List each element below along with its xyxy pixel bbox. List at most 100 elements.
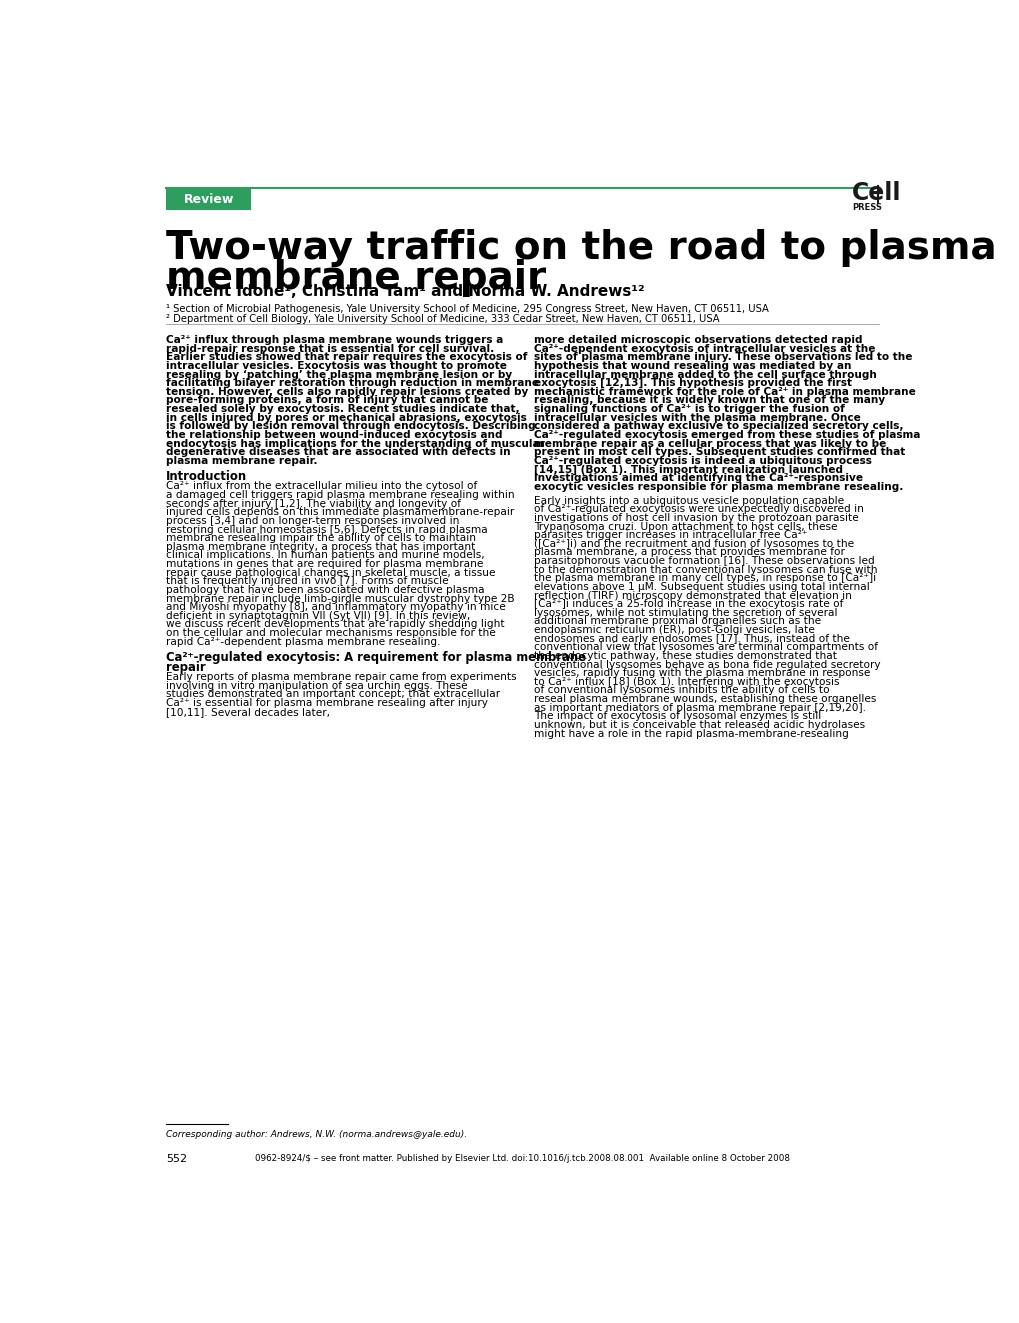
- Text: investigations aimed at identifying the Ca²⁺-responsive: investigations aimed at identifying the …: [533, 474, 862, 483]
- Text: intracellular membrane added to the cell surface through: intracellular membrane added to the cell…: [533, 369, 875, 380]
- Text: degenerative diseases that are associated with defects in: degenerative diseases that are associate…: [166, 447, 511, 458]
- Text: investigations of host cell invasion by the protozoan parasite: investigations of host cell invasion by …: [533, 513, 858, 523]
- Text: Vincent Idone¹, Christina Tam¹ and Norma W. Andrews¹²: Vincent Idone¹, Christina Tam¹ and Norma…: [166, 284, 644, 299]
- Text: vesicles, rapidly fusing with the plasma membrane in response: vesicles, rapidly fusing with the plasma…: [533, 668, 869, 679]
- Text: in cells injured by pores or mechanical abrasions, exocytosis: in cells injured by pores or mechanical …: [166, 413, 527, 423]
- Text: reseal plasma membrane wounds, establishing these organelles: reseal plasma membrane wounds, establish…: [533, 695, 875, 704]
- Text: clinical implications. In human patients and murine models,: clinical implications. In human patients…: [166, 550, 484, 561]
- Text: mutations in genes that are required for plasma membrane: mutations in genes that are required for…: [166, 560, 483, 569]
- Text: studies demonstrated an important concept; that extracellular: studies demonstrated an important concep…: [166, 689, 500, 700]
- Text: tension. However, cells also rapidly repair lesions created by: tension. However, cells also rapidly rep…: [166, 386, 528, 397]
- Text: Early reports of plasma membrane repair came from experiments: Early reports of plasma membrane repair …: [166, 672, 517, 683]
- Text: Ca²⁺ influx through plasma membrane wounds triggers a: Ca²⁺ influx through plasma membrane woun…: [166, 335, 503, 345]
- Text: pore-forming proteins, a form of injury that cannot be: pore-forming proteins, a form of injury …: [166, 396, 488, 405]
- Text: repair: repair: [166, 662, 206, 675]
- Text: facilitating bilayer restoration through reduction in membrane: facilitating bilayer restoration through…: [166, 378, 539, 388]
- Text: that is frequently injured in vivo [7]. Forms of muscle: that is frequently injured in vivo [7]. …: [166, 577, 448, 586]
- Text: the relationship between wound-induced exocytosis and: the relationship between wound-induced e…: [166, 430, 502, 441]
- Text: membrane repair: membrane repair: [166, 259, 546, 296]
- Text: parasites trigger increases in intracellular free Ca²⁺: parasites trigger increases in intracell…: [533, 531, 806, 540]
- Text: Ca²⁺-regulated exocytosis emerged from these studies of plasma: Ca²⁺-regulated exocytosis emerged from t…: [533, 430, 919, 441]
- Text: reflection (TIRF) microscopy demonstrated that elevation in: reflection (TIRF) microscopy demonstrate…: [533, 590, 851, 601]
- Text: a damaged cell triggers rapid plasma membrane resealing within: a damaged cell triggers rapid plasma mem…: [166, 490, 515, 500]
- Text: and Miyoshi myopathy [8], and inflammatory myopathy in mice: and Miyoshi myopathy [8], and inflammato…: [166, 602, 505, 613]
- Text: conventional lysosomes behave as bona fide regulated secretory: conventional lysosomes behave as bona fi…: [533, 660, 879, 669]
- Text: resealed solely by exocytosis. Recent studies indicate that,: resealed solely by exocytosis. Recent st…: [166, 404, 520, 414]
- Text: intracellular vesicles with the plasma membrane. Once: intracellular vesicles with the plasma m…: [533, 413, 860, 423]
- Text: of Ca²⁺-regulated exocytosis were unexpectedly discovered in: of Ca²⁺-regulated exocytosis were unexpe…: [533, 504, 863, 515]
- Text: to the demonstration that conventional lysosomes can fuse with: to the demonstration that conventional l…: [533, 565, 876, 574]
- Text: additional membrane proximal organelles such as the: additional membrane proximal organelles …: [533, 617, 820, 627]
- Text: hypothesis that wound resealing was mediated by an: hypothesis that wound resealing was medi…: [533, 361, 850, 370]
- Text: Earlier studies showed that repair requires the exocytosis of: Earlier studies showed that repair requi…: [166, 352, 527, 363]
- Text: exocytic vesicles responsible for plasma membrane resealing.: exocytic vesicles responsible for plasma…: [533, 482, 902, 492]
- FancyBboxPatch shape: [166, 189, 252, 210]
- Text: intracellular vesicles. Exocytosis was thought to promote: intracellular vesicles. Exocytosis was t…: [166, 361, 506, 370]
- Text: Ca²⁺ influx from the extracellular milieu into the cytosol of: Ca²⁺ influx from the extracellular milie…: [166, 482, 477, 491]
- Text: [14,15] (Box 1). This important realization launched: [14,15] (Box 1). This important realizat…: [533, 464, 842, 475]
- Text: pathology that have been associated with defective plasma: pathology that have been associated with…: [166, 585, 484, 595]
- Text: repair cause pathological changes in skeletal muscle, a tissue: repair cause pathological changes in ske…: [166, 568, 495, 578]
- Text: as important mediators of plasma membrane repair [2,19,20].: as important mediators of plasma membran…: [533, 703, 865, 713]
- Text: to Ca²⁺ influx [18] (Box 1). Interfering with the exocytosis: to Ca²⁺ influx [18] (Box 1). Interfering…: [533, 677, 839, 687]
- Text: Ca²⁺-regulated exocytosis is indeed a ubiquitous process: Ca²⁺-regulated exocytosis is indeed a ub…: [533, 456, 870, 466]
- Text: injured cells depends on this immediate plasmamembrane-repair: injured cells depends on this immediate …: [166, 507, 514, 517]
- Text: on the cellular and molecular mechanisms responsible for the: on the cellular and molecular mechanisms…: [166, 628, 495, 638]
- Text: seconds after injury [1,2]. The viability and longevity of: seconds after injury [1,2]. The viabilit…: [166, 499, 461, 508]
- Text: endoplasmic reticulum (ER), post-Golgi vesicles, late: endoplasmic reticulum (ER), post-Golgi v…: [533, 624, 814, 635]
- Text: ([Ca²⁺]i) and the recruitment and fusion of lysosomes to the: ([Ca²⁺]i) and the recruitment and fusion…: [533, 538, 853, 549]
- Text: deficient in synaptotagmin VII (Syt VII) [9]. In this review,: deficient in synaptotagmin VII (Syt VII)…: [166, 611, 470, 620]
- Text: elevations above 1 μM. Subsequent studies using total internal: elevations above 1 μM. Subsequent studie…: [533, 582, 868, 591]
- Text: process [3,4] and on longer-term responses involved in: process [3,4] and on longer-term respons…: [166, 516, 460, 525]
- Text: plasma membrane repair.: plasma membrane repair.: [166, 456, 318, 466]
- Text: ¹ Section of Microbial Pathogenesis, Yale University School of Medicine, 295 Con: ¹ Section of Microbial Pathogenesis, Yal…: [166, 303, 768, 314]
- Text: endosomes and early endosomes [17]. Thus, instead of the: endosomes and early endosomes [17]. Thus…: [533, 634, 849, 644]
- Text: Review: Review: [183, 193, 233, 206]
- Text: The impact of exocytosis of lysosomal enzymes is still: The impact of exocytosis of lysosomal en…: [533, 712, 820, 721]
- Text: rapid Ca²⁺-dependent plasma membrane resealing.: rapid Ca²⁺-dependent plasma membrane res…: [166, 636, 440, 647]
- Text: 552: 552: [166, 1155, 187, 1164]
- Text: endocytosis has implications for the understanding of muscular: endocytosis has implications for the und…: [166, 439, 544, 448]
- Text: rapid-repair response that is essential for cell survival.: rapid-repair response that is essential …: [166, 344, 494, 353]
- Text: we discuss recent developments that are rapidly shedding light: we discuss recent developments that are …: [166, 619, 504, 630]
- Text: Two-way traffic on the road to plasma: Two-way traffic on the road to plasma: [166, 229, 996, 267]
- Text: Introduction: Introduction: [166, 470, 248, 483]
- Text: is followed by lesion removal through endocytosis. Describing: is followed by lesion removal through en…: [166, 421, 535, 431]
- Text: conventional view that lysosomes are terminal compartments of: conventional view that lysosomes are ter…: [533, 643, 876, 652]
- Text: signaling functions of Ca²⁺ is to trigger the fusion of: signaling functions of Ca²⁺ is to trigge…: [533, 404, 844, 414]
- Text: Trypanosoma cruzi. Upon attachment to host cells, these: Trypanosoma cruzi. Upon attachment to ho…: [533, 521, 837, 532]
- Text: might have a role in the rapid plasma-membrane-resealing: might have a role in the rapid plasma-me…: [533, 729, 848, 738]
- Text: more detailed microscopic observations detected rapid: more detailed microscopic observations d…: [533, 335, 861, 345]
- Text: Ca²⁺ is essential for plasma membrane resealing after injury: Ca²⁺ is essential for plasma membrane re…: [166, 699, 488, 708]
- Text: 0962-8924/$ – see front matter. Published by Elsevier Ltd. doi:10.1016/j.tcb.200: 0962-8924/$ – see front matter. Publishe…: [255, 1155, 790, 1163]
- Text: PRESS: PRESS: [851, 202, 881, 212]
- Text: resealing by ‘patching’ the plasma membrane lesion or by: resealing by ‘patching’ the plasma membr…: [166, 369, 512, 380]
- Text: involving in vitro manipulation of sea urchin eggs. These: involving in vitro manipulation of sea u…: [166, 681, 468, 691]
- Text: unknown, but it is conceivable that released acidic hydrolases: unknown, but it is conceivable that rele…: [533, 720, 864, 730]
- Text: exocytosis [12,13]. This hypothesis provided the first: exocytosis [12,13]. This hypothesis prov…: [533, 378, 851, 389]
- Text: considered a pathway exclusive to specialized secretory cells,: considered a pathway exclusive to specia…: [533, 421, 902, 431]
- Text: the endocytic pathway, these studies demonstrated that: the endocytic pathway, these studies dem…: [533, 651, 836, 662]
- Text: sites of plasma membrane injury. These observations led to the: sites of plasma membrane injury. These o…: [533, 352, 911, 363]
- Text: membrane repair include limb-girdle muscular dystrophy type 2B: membrane repair include limb-girdle musc…: [166, 594, 515, 603]
- Text: Ca²⁺-dependent exocytosis of intracellular vesicles at the: Ca²⁺-dependent exocytosis of intracellul…: [533, 344, 874, 353]
- Text: Cell: Cell: [851, 181, 901, 205]
- Text: lysosomes, while not stimulating the secretion of several: lysosomes, while not stimulating the sec…: [533, 607, 837, 618]
- Text: the plasma membrane in many cell types, in response to [Ca²⁺]i: the plasma membrane in many cell types, …: [533, 573, 875, 583]
- Text: of conventional lysosomes inhibits the ability of cells to: of conventional lysosomes inhibits the a…: [533, 685, 828, 696]
- Text: membrane resealing impair the ability of cells to maintain: membrane resealing impair the ability of…: [166, 533, 476, 544]
- Text: plasma membrane, a process that provides membrane for: plasma membrane, a process that provides…: [533, 548, 844, 557]
- Text: restoring cellular homeostasis [5,6]. Defects in rapid plasma: restoring cellular homeostasis [5,6]. De…: [166, 524, 487, 534]
- Text: Early insights into a ubiquitous vesicle population capable: Early insights into a ubiquitous vesicle…: [533, 496, 843, 505]
- Text: Ca²⁺-regulated exocytosis: A requirement for plasma membrane: Ca²⁺-regulated exocytosis: A requirement…: [166, 651, 586, 664]
- Text: Corresponding author: Andrews, N.W. (norma.andrews@yale.edu).: Corresponding author: Andrews, N.W. (nor…: [166, 1130, 467, 1139]
- Text: membrane repair as a cellular process that was likely to be: membrane repair as a cellular process th…: [533, 439, 886, 448]
- Text: plasma membrane integrity, a process that has important: plasma membrane integrity, a process tha…: [166, 541, 475, 552]
- Text: parasitophorous vacuole formation [16]. These observations led: parasitophorous vacuole formation [16]. …: [533, 556, 873, 566]
- Text: mechanistic framework for the role of Ca²⁺ in plasma membrane: mechanistic framework for the role of Ca…: [533, 386, 915, 397]
- Text: ² Department of Cell Biology, Yale University School of Medicine, 333 Cedar Stre: ² Department of Cell Biology, Yale Unive…: [166, 315, 719, 324]
- Text: [10,11]. Several decades later,: [10,11]. Several decades later,: [166, 706, 330, 717]
- Text: resealing, because it is widely known that one of the many: resealing, because it is widely known th…: [533, 396, 884, 405]
- Text: present in most cell types. Subsequent studies confirmed that: present in most cell types. Subsequent s…: [533, 447, 904, 458]
- Text: [Ca²⁺]i induces a 25-fold increase in the exocytosis rate of: [Ca²⁺]i induces a 25-fold increase in th…: [533, 599, 842, 609]
